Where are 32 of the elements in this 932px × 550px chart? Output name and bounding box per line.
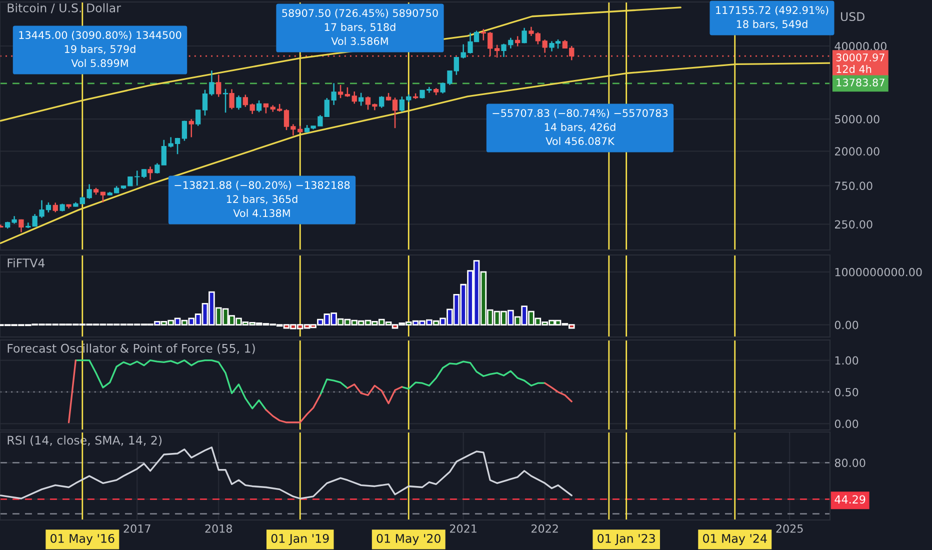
y-tick-label: 5000.00 [835, 114, 880, 124]
ref-line-label: 01 Jan '19 [271, 534, 329, 546]
y-tick-label: 2000.00 [834, 147, 880, 156]
y-tick-label: 1.00 [835, 356, 858, 365]
ref-line-label: 13783.87 [836, 78, 884, 86]
annotation: 117155.72 (492.91%) 18 bars, 549d [716, 6, 828, 30]
annotation: 58907.50 (726.45%) 5890750 17 bars, 518d Vol 3.586M [282, 8, 438, 46]
chart-title: Bitcoin / U.S. Dollar [8, 3, 121, 14]
annotation: 13445.00 (3090.80%) 1344500 19 bars, 579d Vol 5.899M [19, 30, 182, 68]
y-tick-label: 44.29 [834, 495, 866, 504]
y-axis-title: USD [840, 12, 864, 22]
ref-line-label: 01 May '24 [703, 534, 767, 546]
y-tick-label: 1000000000.00 [835, 268, 922, 276]
y-tick-label: 250.00 [834, 220, 872, 229]
ref-line-label: 01 May '20 [376, 534, 440, 546]
annotation: −13821.88 (−80.20%) −1382188 12 bars, 365d Vol 4.138M [174, 180, 350, 218]
y-tick-label: 80.00 [834, 458, 866, 468]
ref-line-label: 01 May '16 [50, 534, 114, 546]
y-tick-label: 40000.00 [834, 42, 886, 50]
ref-line-label: 01 Jan '23 [598, 534, 655, 546]
x-tick-label: 2021 [450, 524, 476, 533]
chart-title: FiFTV4 [8, 258, 45, 268]
y-tick-label: 0.00 [834, 420, 858, 428]
x-tick-label: 2022 [532, 524, 558, 533]
x-tick-label: 2017 [124, 524, 150, 533]
x-tick-label: 2018 [205, 524, 232, 533]
y-tick-label: 0.00 [834, 320, 858, 330]
annotation: −55707.83 (−80.74%) −5570783 14 bars, 426d Vol 456.087K [492, 108, 668, 146]
y-tick-label: 750.00 [835, 182, 872, 190]
ref-line-label: 30007.97 12d 4h [836, 53, 884, 74]
y-tick-label: 0.50 [834, 388, 858, 396]
x-tick-label: 2025 [776, 524, 803, 533]
